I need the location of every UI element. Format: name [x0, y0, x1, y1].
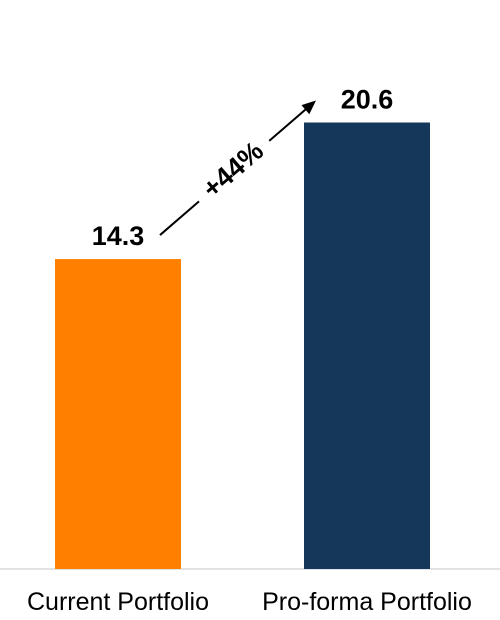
growth-arrowhead-icon — [301, 100, 316, 115]
value-label-2: 20.6 — [341, 85, 394, 115]
category-label-2: Pro-forma Portfolio — [262, 588, 472, 616]
growth-connector-line — [159, 200, 200, 236]
category-labels: Current Portfolio Pro-forma Portfolio — [27, 588, 472, 616]
growth-annotation: +44% — [159, 100, 316, 236]
category-label-1: Current Portfolio — [27, 588, 209, 616]
bar-1 — [55, 259, 181, 569]
value-label-1: 14.3 — [92, 221, 145, 251]
bars — [55, 122, 430, 570]
growth-arrow-line — [268, 106, 310, 142]
value-labels: 14.3 20.6 — [92, 85, 394, 252]
bar-2 — [304, 122, 430, 570]
growth-label: +44% — [197, 136, 269, 204]
